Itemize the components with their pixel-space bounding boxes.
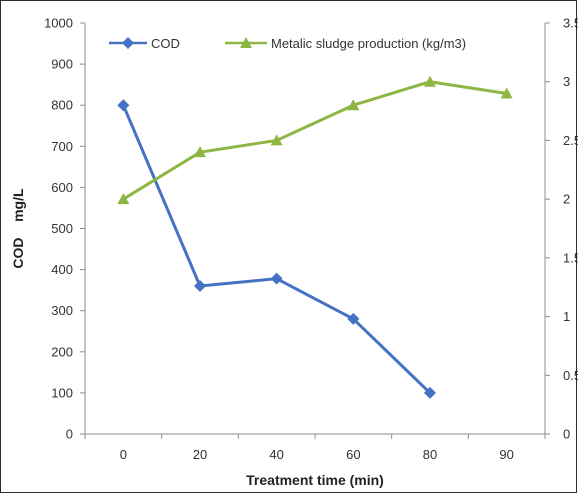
right-y-tick-label: 2.5 xyxy=(563,133,578,148)
data-point-marker xyxy=(117,193,130,205)
legend: COD Metalic sludge production (kg/m3) xyxy=(109,36,466,51)
data-point-marker xyxy=(194,146,206,158)
data-point-marker xyxy=(424,386,436,399)
right-y-tick-label: 0.5 xyxy=(563,368,578,383)
left-y-tick-label: 600 xyxy=(51,180,73,195)
left-y-tick-label: 700 xyxy=(51,139,73,154)
x-axis-title: Treatment time (min) xyxy=(246,472,384,488)
x-tick-label: 20 xyxy=(193,447,207,462)
left-y-tick-label: 800 xyxy=(51,98,73,113)
series-cod xyxy=(117,99,436,399)
data-point-marker xyxy=(194,280,206,293)
left-y-tick-label: 300 xyxy=(51,303,73,318)
left-y-tick-label: 500 xyxy=(51,221,73,236)
x-tick-label: 80 xyxy=(423,447,437,462)
right-y-tick-label: 1.5 xyxy=(563,250,578,265)
x-tick-label: 0 xyxy=(120,447,127,462)
legend-sludge-label: Metalic sludge production (kg/m3) xyxy=(271,36,466,51)
left-y-tick-label: 900 xyxy=(51,57,73,72)
left-y-tick-label: 0 xyxy=(66,427,73,442)
data-point-marker xyxy=(270,272,283,285)
right-y-tick-label: 1 xyxy=(563,309,570,324)
left-y-axis-ticks: 0 100 200 300 400 500 600 700 800 900 1000 xyxy=(44,16,85,442)
legend-item-cod: COD xyxy=(109,36,180,51)
series-line xyxy=(122,80,507,201)
legend-cod-label: COD xyxy=(151,36,180,51)
right-y-tick-label: 3 xyxy=(563,74,570,89)
data-point-marker xyxy=(117,99,130,112)
left-y-tick-label: 400 xyxy=(51,262,73,277)
legend-sludge-marker xyxy=(240,37,252,48)
right-y-tick-label: 2 xyxy=(563,192,570,207)
left-y-tick-label: 1000 xyxy=(44,16,73,31)
y-axis-title: COD mg/L xyxy=(10,188,26,269)
x-tick-label: 40 xyxy=(269,447,283,462)
series-layer xyxy=(117,75,513,399)
right-y-axis-ticks: 0 0.5 1 1.5 2 2.5 3 3.5 xyxy=(545,16,578,442)
series-sludge xyxy=(117,75,513,205)
data-point-marker xyxy=(270,134,283,146)
data-point-marker xyxy=(347,99,360,111)
series-line xyxy=(121,104,432,394)
legend-item-sludge: Metalic sludge production (kg/m3) xyxy=(225,36,466,51)
x-tick-label: 90 xyxy=(499,447,513,462)
left-y-tick-label: 200 xyxy=(51,344,73,359)
right-y-tick-label: 0 xyxy=(563,427,570,442)
data-point-marker xyxy=(347,312,360,325)
data-point-marker xyxy=(424,75,436,87)
data-point-marker xyxy=(500,87,513,99)
right-y-tick-label: 3.5 xyxy=(563,16,578,31)
legend-cod-marker xyxy=(122,37,134,49)
x-tick-label: 60 xyxy=(346,447,360,462)
x-axis-ticks: 0 20 40 60 80 90 xyxy=(84,434,546,462)
left-y-tick-label: 100 xyxy=(51,385,73,400)
